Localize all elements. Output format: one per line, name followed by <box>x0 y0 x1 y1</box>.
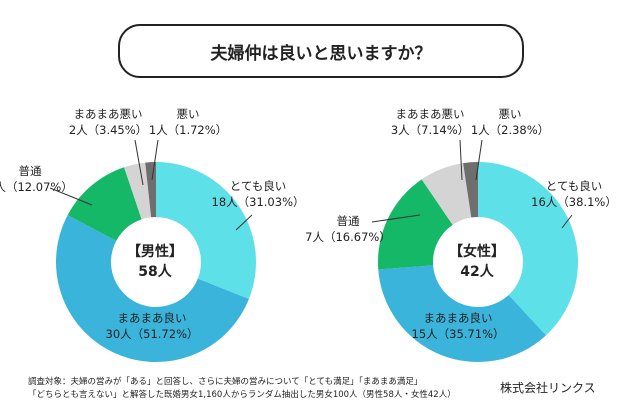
slice-label: まあまあ悪い 2人（3.45%） <box>58 106 158 138</box>
slice-value: 16人（38.1%） <box>531 195 617 209</box>
donut-slice-0-4 <box>145 162 156 218</box>
slice-category: とても良い <box>545 179 603 193</box>
leader-line <box>134 139 144 186</box>
donut-slice-0-1 <box>55 215 249 362</box>
slice-label: 普通 7人（16.67%） <box>298 213 398 245</box>
slice-label: 悪い 1人（2.38%） <box>460 106 560 138</box>
donut-slice-0-3 <box>124 162 152 220</box>
slice-category: 悪い <box>176 107 200 121</box>
slice-category: とても良い <box>229 179 287 193</box>
female-center-label: 【女性】 42人 <box>449 244 505 280</box>
slice-category: まあまあ良い <box>117 311 187 325</box>
leader-line <box>235 214 253 231</box>
slice-category: まあまあ悪い <box>73 107 143 121</box>
slice-label: 悪い 1人（1.72%） <box>138 106 238 138</box>
slice-value: 18人（31.03%） <box>211 195 305 209</box>
slice-value: 7人（12.07%） <box>0 180 73 194</box>
slice-value: 3人（7.14%） <box>390 123 470 137</box>
footnote: 調査対象：夫婦の営みが「ある」と回答し、さらに夫婦の営みについて「とても満足」「… <box>28 377 456 400</box>
company-name: 株式会社リンクス <box>500 381 596 395</box>
slice-label: まあまあ悪い 3人（7.14%） <box>380 106 480 138</box>
donut-slice-1-0 <box>478 162 578 336</box>
donut-slice-0-2 <box>67 167 142 241</box>
leader-line <box>459 139 463 181</box>
donut-slice-1-3 <box>421 163 472 225</box>
slice-category: まあまあ悪い <box>395 107 465 121</box>
chart-title: 夫婦仲は良いと思いますか？ <box>118 24 524 78</box>
slice-category: 悪い <box>498 107 522 121</box>
donut-slice-1-2 <box>378 179 453 270</box>
slice-label: とても良い 16人（38.1%） <box>524 178 624 210</box>
slice-label: 普通 7人（12.07%） <box>0 163 80 195</box>
slice-value: 1人（1.72%） <box>148 123 228 137</box>
slice-value: 15人（35.71%） <box>411 327 505 341</box>
slice-category: 普通 <box>336 214 360 228</box>
slice-value: 7人（16.67%） <box>305 230 391 244</box>
leader-line <box>475 139 483 181</box>
slice-label: まあまあ良い 30人（51.72%） <box>102 310 202 342</box>
slice-value: 1人（2.38%） <box>470 123 550 137</box>
donut-slice-1-4 <box>463 162 478 218</box>
slice-category: 普通 <box>18 164 42 178</box>
slice-value: 2人（3.45%） <box>68 123 148 137</box>
donut-slice-1-1 <box>378 265 546 363</box>
leader-line <box>561 214 573 229</box>
donut-slice-0-0 <box>156 162 256 300</box>
slice-category: まあまあ良い <box>423 311 493 325</box>
slice-value: 30人（51.72%） <box>105 327 199 341</box>
slice-label: まあまあ良い 15人（35.71%） <box>408 310 508 342</box>
leader-line <box>371 214 421 223</box>
leader-line <box>151 139 159 181</box>
leader-line <box>49 187 93 206</box>
male-center-label: 【男性】 58人 <box>127 244 183 280</box>
slice-label: とても良い 18人（31.03%） <box>208 178 308 210</box>
